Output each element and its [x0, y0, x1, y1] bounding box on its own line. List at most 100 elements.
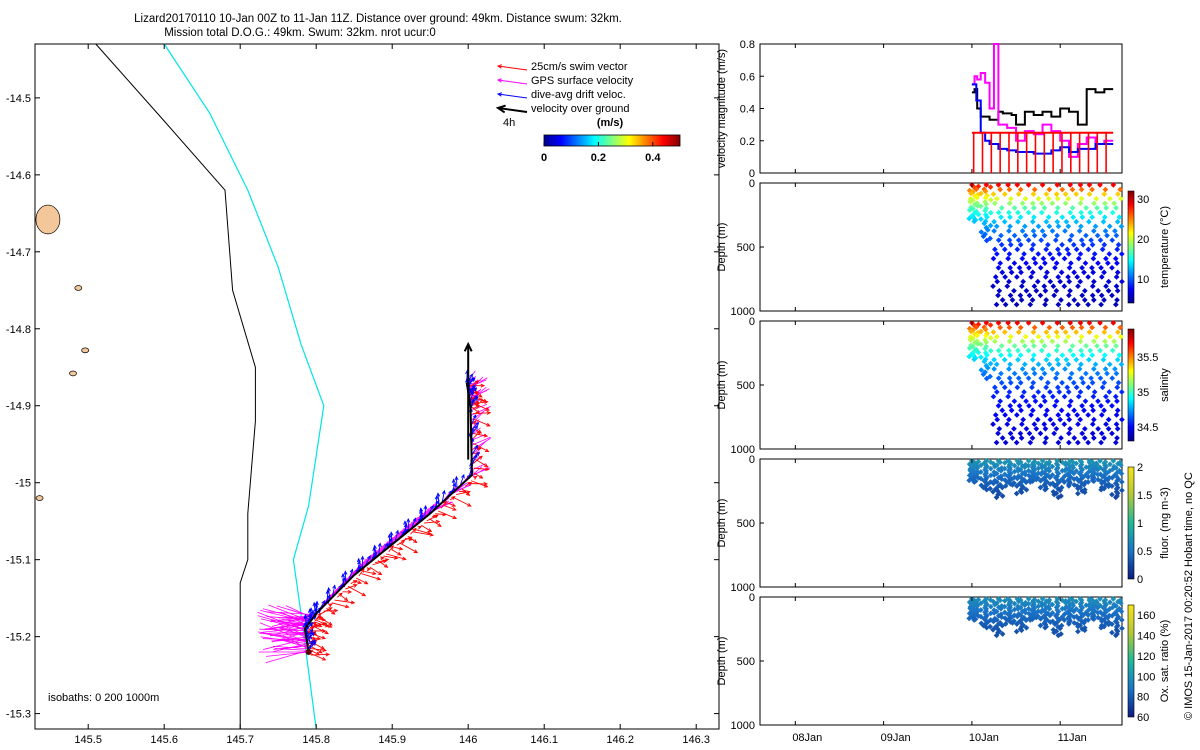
profile-sample: [1027, 439, 1034, 446]
swim-vector-shaft: [413, 531, 434, 536]
profile-sample: [1102, 200, 1108, 207]
drift-vector-shaft: [374, 545, 377, 558]
swim-vector-head: [318, 649, 323, 654]
profile-sample: [1015, 606, 1021, 612]
profile-sample: [1081, 435, 1088, 441]
profile-sample: [995, 347, 1002, 354]
swim-vector-head: [466, 490, 471, 495]
profile-sample: [1022, 370, 1029, 377]
profile-sample: [1103, 393, 1109, 400]
profile-sample: [1038, 209, 1045, 216]
profile-sample: [1015, 209, 1021, 216]
profile-sample: [1053, 209, 1060, 216]
profile-sample: [1005, 182, 1011, 188]
profile-sample: [1029, 246, 1035, 253]
swim-vector-head: [325, 652, 331, 657]
profile-sample: [1079, 214, 1086, 220]
profile-sample: [990, 626, 996, 633]
profile-sample: [1077, 338, 1084, 345]
profile-sample: [1083, 370, 1089, 377]
profile-sample: [1079, 430, 1086, 437]
profile-sample: [1023, 260, 1029, 267]
profile-sample: [974, 194, 980, 201]
velocity-series: [971, 43, 1114, 158]
swim-vector-head: [357, 580, 363, 585]
profile-sample: [1039, 596, 1046, 602]
swim-vector-shaft: [407, 535, 417, 543]
profile-sample: [1053, 287, 1060, 294]
swim-vector-head: [350, 600, 356, 605]
profile-sample: [992, 463, 998, 470]
swim-vector: [471, 406, 481, 415]
profile-sample: [1052, 237, 1059, 243]
profile-sample: [1085, 617, 1091, 623]
swim-vector: [399, 542, 419, 554]
profile-sample: [1058, 269, 1065, 276]
colorbar-tick-label: 120: [1137, 651, 1155, 663]
drift-vector-head: [403, 520, 408, 525]
drift-vector-shaft: [306, 632, 315, 641]
profile-sample: [971, 479, 978, 485]
profile-sample: [1041, 232, 1048, 239]
swim-vector-shaft: [472, 418, 490, 427]
profile-sample: [1065, 195, 1072, 202]
drift-vector: [303, 613, 308, 627]
profile-sample: [983, 237, 990, 244]
profile-sample: [1038, 471, 1044, 478]
island: [35, 204, 61, 235]
profile-sample: [1055, 246, 1061, 253]
profile-sample: [1105, 278, 1112, 285]
profile-sample: [993, 301, 1000, 308]
profile-sample: [1062, 467, 1068, 474]
profile-sample: [1082, 260, 1089, 267]
profile-sample: [995, 264, 1002, 271]
swim-vector: [394, 546, 404, 551]
drift-vector-head: [349, 568, 354, 574]
profile-sample: [968, 328, 974, 335]
profile-sample: [1062, 366, 1068, 372]
profile-sample: [1118, 251, 1125, 257]
swim-vector-head: [364, 580, 369, 585]
profile-sample: [984, 227, 991, 233]
swim-vector-shaft: [310, 652, 326, 661]
profile-sample: [1018, 489, 1025, 496]
profile-sample: [1110, 320, 1117, 326]
profile-sample: [1015, 598, 1022, 605]
profile-sample: [1109, 430, 1115, 437]
swim-vector: [383, 555, 399, 560]
profile-sample: [1057, 278, 1063, 285]
swim-vector-shaft: [369, 566, 382, 575]
profile-sample: [1015, 460, 1022, 467]
profile-sample: [995, 375, 1002, 381]
profile-sample: [1015, 191, 1022, 197]
swim-vector-shaft: [473, 455, 483, 464]
profile-sample: [1093, 195, 1100, 202]
profile-sample: [1035, 195, 1042, 202]
swim-vector-shaft: [446, 502, 456, 507]
y-tick-label: 0: [749, 316, 755, 328]
drift-vector: [471, 451, 481, 461]
map-y-tick-label: -14.5: [6, 93, 31, 105]
profile-sample: [1102, 324, 1109, 331]
profile-sample: [1091, 389, 1098, 395]
profile-sample: [1009, 297, 1016, 303]
profile-sample: [1037, 402, 1044, 409]
profile-sample: [1089, 283, 1096, 290]
profile-sample: [997, 186, 1003, 193]
profile-sample: [1075, 255, 1082, 262]
drift-vector-head: [406, 518, 411, 523]
profile-sample: [1002, 621, 1009, 627]
copyright-note: © IMOS 15-Jan-2017 00:20:52 Hobart time,…: [1183, 472, 1195, 720]
profile-sample: [1014, 412, 1020, 418]
swim-vector-head: [328, 603, 333, 608]
profile-sample: [987, 184, 994, 190]
profile-sample: [1019, 393, 1026, 400]
profile-sample: [1065, 223, 1072, 230]
profile-sample: [1035, 223, 1042, 230]
profile-sample: [1007, 379, 1014, 386]
swim-vector: [455, 490, 471, 495]
swim-vector-shaft: [473, 457, 488, 467]
profile-sample: [1104, 232, 1110, 239]
swim-vector: [473, 472, 484, 479]
profile-sample: [1106, 251, 1113, 257]
